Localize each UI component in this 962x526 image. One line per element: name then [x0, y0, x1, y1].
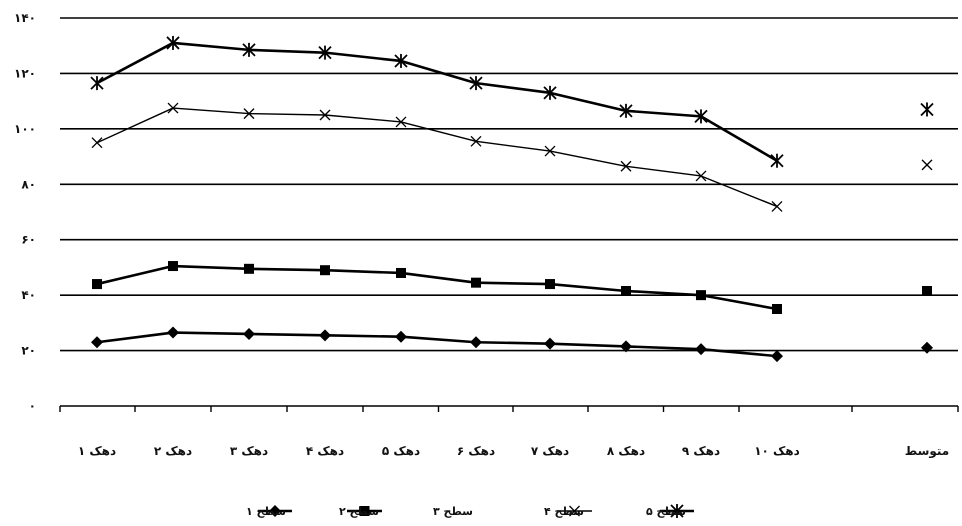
square-marker	[922, 285, 932, 296]
legend-item: سطح ۳	[433, 505, 473, 518]
y-tick-label: ۱۲۰	[14, 66, 36, 80]
x-tick-label: دهک ۲	[154, 444, 192, 458]
series-square	[92, 261, 932, 314]
legend-label: سطح ۴	[544, 505, 584, 518]
legend-label: سطح ۲	[339, 505, 379, 518]
asterisk-marker	[394, 53, 408, 68]
diamond-marker	[319, 329, 331, 342]
asterisk-marker	[90, 76, 104, 91]
asterisk-marker	[770, 153, 784, 168]
asterisk-marker	[694, 109, 708, 124]
x-marker	[569, 505, 580, 517]
square-marker	[92, 279, 102, 290]
series-line	[96, 41, 778, 162]
asterisk-marker	[619, 103, 633, 118]
square-marker	[471, 277, 481, 288]
x-marker	[771, 200, 783, 212]
square-marker	[320, 265, 330, 276]
x-tick-label: دهک ۱۰	[754, 444, 800, 458]
x-marker	[695, 170, 707, 182]
diamond-marker	[395, 330, 407, 343]
legend-label: سطح ۳	[433, 505, 473, 518]
gridlines	[60, 17, 958, 352]
asterisk-marker	[166, 35, 180, 50]
diamond-marker	[470, 336, 482, 349]
x-marker	[544, 145, 556, 157]
x-marker	[395, 116, 407, 128]
square-marker	[621, 285, 631, 296]
square-marker	[244, 263, 254, 274]
legend-item: سطح ۱	[246, 505, 292, 518]
diamond-marker	[620, 340, 632, 353]
diamond-marker	[243, 327, 255, 340]
x-marker	[167, 102, 179, 114]
asterisk-marker	[318, 45, 332, 60]
y-tick-label: ۰	[29, 399, 36, 413]
asterisk-marker	[920, 102, 934, 117]
x-marker	[91, 137, 103, 149]
y-axis-ticks: ۰ ۲۰ ۴۰ ۶۰ ۸۰ ۱۰۰ ۱۲۰ ۱۴۰	[14, 11, 36, 413]
x-axis	[59, 405, 959, 412]
x-marker	[470, 135, 482, 147]
square-marker	[396, 267, 406, 278]
x-marker	[243, 108, 255, 120]
y-tick-label: ۱۰۰	[14, 122, 36, 136]
diamond-marker	[269, 505, 281, 517]
x-tick-label: دهک ۳	[230, 444, 268, 458]
y-tick-label: ۸۰	[21, 177, 36, 191]
diamond-marker	[771, 350, 783, 363]
diamond-marker	[695, 343, 707, 356]
asterisk-marker	[469, 76, 483, 91]
legend: سطح ۱ سطح ۲ سطح ۳ سطح ۴ سطح ۵	[246, 504, 694, 518]
x-tick-label: دهک ۸	[607, 444, 645, 458]
square-marker	[359, 506, 370, 516]
series-diamond	[91, 326, 933, 363]
x-tick-label: دهک ۹	[682, 444, 720, 458]
x-marker	[620, 160, 632, 172]
x-tick-label: دهک ۱	[78, 444, 116, 458]
square-marker	[772, 304, 782, 314]
asterisk-marker	[242, 42, 256, 57]
asterisk-marker	[543, 85, 557, 100]
series-line	[96, 331, 778, 358]
diamond-marker	[921, 341, 933, 354]
series-line	[96, 264, 778, 311]
diamond-marker	[167, 326, 179, 339]
series-asterisk	[90, 35, 934, 168]
square-marker	[696, 290, 706, 301]
asterisk-marker	[670, 504, 684, 518]
y-tick-label: ۶۰	[21, 233, 36, 247]
square-marker	[545, 279, 555, 290]
y-tick-label: ۱۴۰	[14, 11, 36, 25]
diamond-marker	[544, 337, 556, 350]
x-axis-tick-labels: دهک ۱ دهک ۲ دهک ۳ دهک ۴ دهک ۵ دهک ۶ دهک ۷ دهک ۸…	[78, 444, 949, 459]
legend-label: سطح ۱	[246, 505, 286, 518]
x-marker	[319, 109, 331, 121]
x-tick-label: دهک ۴	[306, 444, 344, 458]
x-tick-label: دهک ۵	[382, 444, 420, 458]
x-tick-label: دهک ۷	[531, 444, 569, 458]
series-group	[90, 35, 934, 363]
legend-item: سطح ۵	[646, 504, 694, 518]
y-tick-label: ۴۰	[21, 288, 36, 302]
legend-label: سطح ۵	[646, 505, 686, 518]
square-marker	[168, 261, 178, 272]
series-line	[96, 107, 778, 208]
legend-item: سطح ۴	[544, 505, 592, 518]
x-tick-label: متوسط	[905, 444, 950, 459]
legend-item: سطح ۲	[339, 505, 382, 518]
x-marker	[921, 159, 933, 171]
x-tick-label: دهک ۶	[457, 444, 495, 458]
y-tick-label: ۲۰	[21, 344, 36, 358]
series-x	[91, 102, 933, 212]
diamond-marker	[91, 336, 103, 349]
